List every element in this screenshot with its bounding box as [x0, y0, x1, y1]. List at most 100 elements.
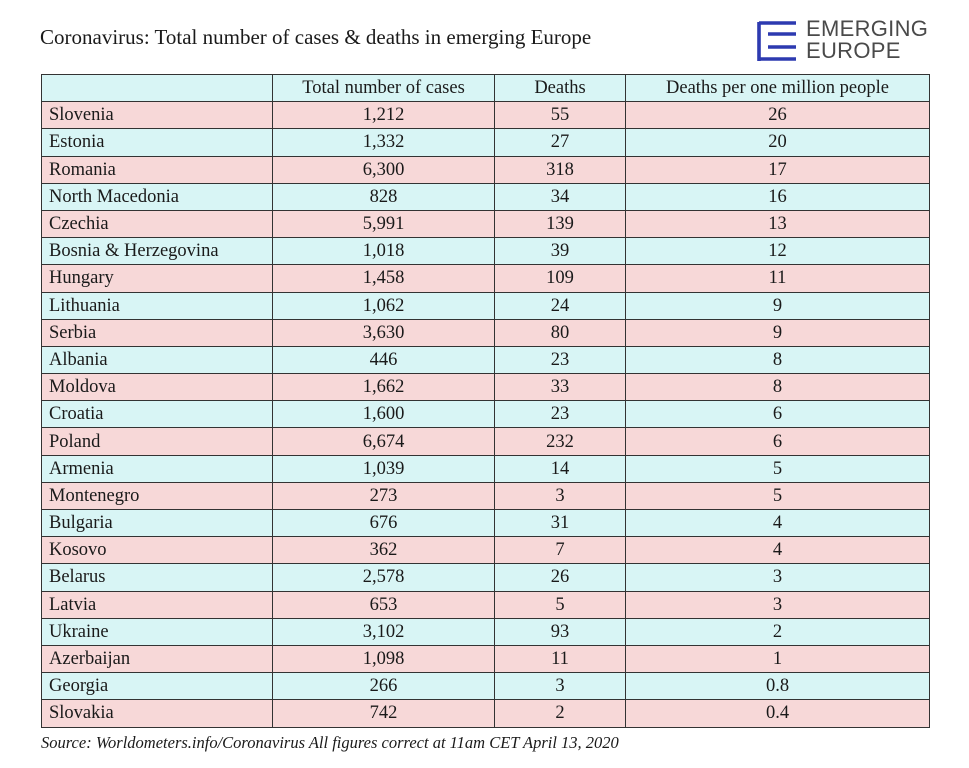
table-row: Kosovo 362 7 4 — [41, 536, 930, 565]
table-row: Czechia 5,991 139 13 — [41, 209, 930, 239]
table-row: Moldova 1,662 33 8 — [41, 373, 930, 402]
total-cases-cell: 1,600 — [272, 400, 495, 429]
deaths-cell: 139 — [494, 209, 626, 239]
chart-title: Coronavirus: Total number of cases & dea… — [40, 25, 592, 49]
column-header-deaths: Deaths — [494, 73, 626, 103]
deaths-cell: 23 — [494, 400, 626, 429]
table-row: Bosnia & Herzegovina 1,018 39 12 — [41, 237, 930, 266]
deaths-cell: 26 — [494, 563, 626, 592]
total-cases-cell: 828 — [272, 182, 495, 211]
country-cell: Ukraine — [41, 617, 273, 646]
total-cases-cell: 1,018 — [272, 237, 495, 266]
deaths-per-million-cell: 6 — [625, 427, 930, 456]
table-row: Montenegro 273 3 5 — [41, 481, 930, 511]
deaths-per-million-cell: 4 — [625, 536, 930, 565]
deaths-cell: 23 — [494, 345, 626, 375]
total-cases-cell: 1,332 — [272, 128, 495, 157]
deaths-per-million-cell: 11 — [625, 264, 930, 293]
country-cell: Lithuania — [41, 291, 273, 320]
country-cell: Latvia — [41, 590, 273, 619]
deaths-per-million-cell: 16 — [625, 182, 930, 211]
source-note: Source: Worldometers.info/Coronavirus Al… — [41, 733, 619, 752]
deaths-cell: 7 — [494, 536, 626, 565]
deaths-per-million-cell: 8 — [625, 345, 930, 375]
deaths-cell: 34 — [494, 182, 626, 211]
deaths-per-million-cell: 17 — [625, 155, 930, 184]
deaths-cell: 11 — [494, 644, 626, 674]
deaths-cell: 93 — [494, 617, 626, 646]
country-cell: Armenia — [41, 454, 273, 483]
deaths-per-million-cell: 5 — [625, 481, 930, 511]
country-cell: Bulgaria — [41, 508, 273, 538]
country-cell: Azerbaijan — [41, 644, 273, 674]
deaths-per-million-cell: 2 — [625, 617, 930, 646]
total-cases-cell: 3,630 — [272, 318, 495, 347]
country-cell: Czechia — [41, 209, 273, 239]
total-cases-cell: 446 — [272, 345, 495, 375]
total-cases-cell: 742 — [272, 699, 495, 728]
total-cases-cell: 653 — [272, 590, 495, 619]
column-header-deaths-per-million: Deaths per one million people — [625, 73, 930, 103]
country-cell: Bosnia & Herzegovina — [41, 237, 273, 266]
deaths-cell: 3 — [494, 672, 626, 701]
deaths-cell: 109 — [494, 264, 626, 293]
deaths-per-million-cell: 3 — [625, 563, 930, 592]
deaths-per-million-cell: 0.8 — [625, 672, 930, 701]
total-cases-cell: 273 — [272, 481, 495, 511]
table-row: Latvia 653 5 3 — [41, 590, 930, 619]
country-cell: Estonia — [41, 128, 273, 157]
total-cases-cell: 1,662 — [272, 373, 495, 402]
column-header-country — [41, 73, 273, 103]
total-cases-cell: 1,212 — [272, 101, 495, 130]
total-cases-cell: 1,039 — [272, 454, 495, 483]
deaths-per-million-cell: 12 — [625, 237, 930, 266]
table-row: Belarus 2,578 26 3 — [41, 563, 930, 592]
table-row: Albania 446 23 8 — [41, 345, 930, 375]
deaths-per-million-cell: 9 — [625, 291, 930, 320]
deaths-cell: 5 — [494, 590, 626, 619]
total-cases-cell: 5,991 — [272, 209, 495, 239]
country-cell: Slovenia — [41, 101, 273, 130]
table-row: Georgia 266 3 0.8 — [41, 672, 930, 701]
country-cell: Romania — [41, 155, 273, 184]
table-row: Poland 6,674 232 6 — [41, 427, 930, 456]
emerging-europe-logo: EMERGING EUROPE — [756, 16, 936, 64]
deaths-cell: 33 — [494, 373, 626, 402]
deaths-cell: 31 — [494, 508, 626, 538]
total-cases-cell: 6,674 — [272, 427, 495, 456]
table-header-row: Total number of cases Deaths Deaths per … — [41, 73, 930, 103]
deaths-per-million-cell: 9 — [625, 318, 930, 347]
country-cell: Hungary — [41, 264, 273, 293]
country-cell: North Macedonia — [41, 182, 273, 211]
total-cases-cell: 1,062 — [272, 291, 495, 320]
deaths-cell: 80 — [494, 318, 626, 347]
deaths-cell: 24 — [494, 291, 626, 320]
country-cell: Montenegro — [41, 481, 273, 511]
table-row: Armenia 1,039 14 5 — [41, 454, 930, 483]
table-row: Bulgaria 676 31 4 — [41, 508, 930, 538]
total-cases-cell: 3,102 — [272, 617, 495, 646]
logo-text-line-1: EMERGING — [806, 16, 929, 41]
deaths-per-million-cell: 13 — [625, 209, 930, 239]
deaths-cell: 3 — [494, 481, 626, 511]
country-cell: Croatia — [41, 400, 273, 429]
deaths-per-million-cell: 4 — [625, 508, 930, 538]
logo-text-line-2: EUROPE — [806, 38, 901, 63]
deaths-per-million-cell: 26 — [625, 101, 930, 130]
deaths-per-million-cell: 8 — [625, 373, 930, 402]
column-header-total-cases: Total number of cases — [272, 73, 495, 103]
total-cases-cell: 362 — [272, 536, 495, 565]
table-row: Ukraine 3,102 93 2 — [41, 617, 930, 646]
deaths-per-million-cell: 0.4 — [625, 699, 930, 728]
deaths-cell: 318 — [494, 155, 626, 184]
table-row: Estonia 1,332 27 20 — [41, 128, 930, 157]
country-cell: Kosovo — [41, 536, 273, 565]
total-cases-cell: 1,098 — [272, 644, 495, 674]
deaths-cell: 2 — [494, 699, 626, 728]
deaths-per-million-cell: 1 — [625, 644, 930, 674]
table-row: Azerbaijan 1,098 11 1 — [41, 644, 930, 674]
deaths-per-million-cell: 3 — [625, 590, 930, 619]
table-row: Serbia 3,630 80 9 — [41, 318, 930, 347]
country-cell: Serbia — [41, 318, 273, 347]
country-cell: Georgia — [41, 672, 273, 701]
